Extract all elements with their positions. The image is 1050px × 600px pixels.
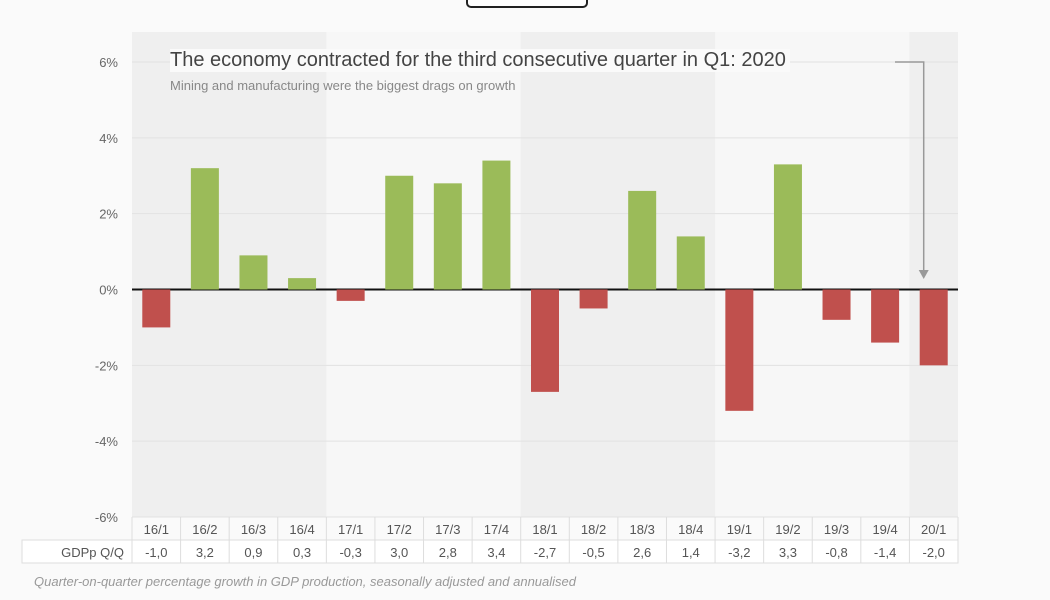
table-row-label: GDPp Q/Q	[61, 545, 124, 560]
x-tick-label: 16/4	[289, 522, 314, 537]
x-tick-label: 17/1	[338, 522, 363, 537]
x-tick-label: 18/3	[630, 522, 655, 537]
bar	[482, 160, 511, 290]
top-button[interactable]	[466, 0, 588, 8]
data-label: 0,3	[293, 545, 311, 560]
bar	[288, 278, 317, 290]
y-tick-label: 4%	[99, 131, 118, 146]
chart-subtitle: Mining and manufacturing were the bigges…	[170, 78, 516, 93]
chart-title: The economy contracted for the third con…	[170, 49, 790, 72]
data-label: 1,4	[682, 545, 700, 560]
year-band	[909, 32, 958, 517]
y-tick-label: 2%	[99, 207, 118, 222]
bar	[919, 289, 948, 366]
y-tick-label: -2%	[95, 358, 119, 373]
x-tick-label: 19/3	[824, 522, 849, 537]
bar	[190, 168, 219, 290]
x-tick-label: 19/4	[872, 522, 897, 537]
data-label: 0,9	[244, 545, 262, 560]
bar	[531, 289, 559, 392]
x-tick-label: 16/3	[241, 522, 266, 537]
data-label: 3,0	[390, 545, 408, 560]
bar	[239, 255, 268, 290]
x-tick-label: 18/2	[581, 522, 606, 537]
y-tick-label: 0%	[99, 283, 118, 298]
y-tick-label: -4%	[95, 434, 119, 449]
data-label: -1,0	[145, 545, 167, 560]
data-label: -3,2	[728, 545, 750, 560]
bar	[822, 289, 851, 320]
bar	[773, 164, 802, 290]
y-tick-label: -6%	[95, 510, 119, 525]
data-label: -0,8	[825, 545, 847, 560]
bar	[336, 289, 365, 301]
footnote: Quarter-on-quarter percentage growth in …	[34, 574, 577, 589]
data-label: -0,3	[339, 545, 361, 560]
x-tick-label: 19/2	[775, 522, 800, 537]
x-tick-label: 18/1	[532, 522, 557, 537]
x-tick-label: 17/2	[387, 522, 412, 537]
arrowhead-icon	[918, 270, 929, 279]
annotation-arrow	[895, 61, 925, 272]
year-band	[132, 32, 327, 517]
data-label: 2,8	[439, 545, 457, 560]
bar	[142, 289, 171, 328]
data-label: 3,4	[487, 545, 505, 560]
x-tick-label: 19/1	[727, 522, 752, 537]
x-tick-label: 17/3	[435, 522, 460, 537]
data-label: 2,6	[633, 545, 651, 560]
x-tick-label: 17/4	[484, 522, 509, 537]
data-label: -0,5	[582, 545, 604, 560]
bar	[676, 236, 705, 290]
bar	[385, 175, 414, 290]
bar	[628, 190, 657, 290]
data-label: -2,7	[534, 545, 556, 560]
data-label: 3,2	[196, 545, 214, 560]
bar	[871, 289, 900, 343]
bar	[725, 289, 754, 411]
x-tick-label: 18/4	[678, 522, 703, 537]
x-tick-label: 16/2	[192, 522, 217, 537]
x-tick-label: 20/1	[921, 522, 946, 537]
data-label: 3,3	[779, 545, 797, 560]
x-tick-label: 16/1	[144, 522, 169, 537]
bar	[579, 289, 608, 309]
data-label: -1,4	[874, 545, 896, 560]
bar	[433, 183, 462, 290]
data-label: -2,0	[923, 545, 945, 560]
y-tick-label: 6%	[99, 55, 118, 70]
